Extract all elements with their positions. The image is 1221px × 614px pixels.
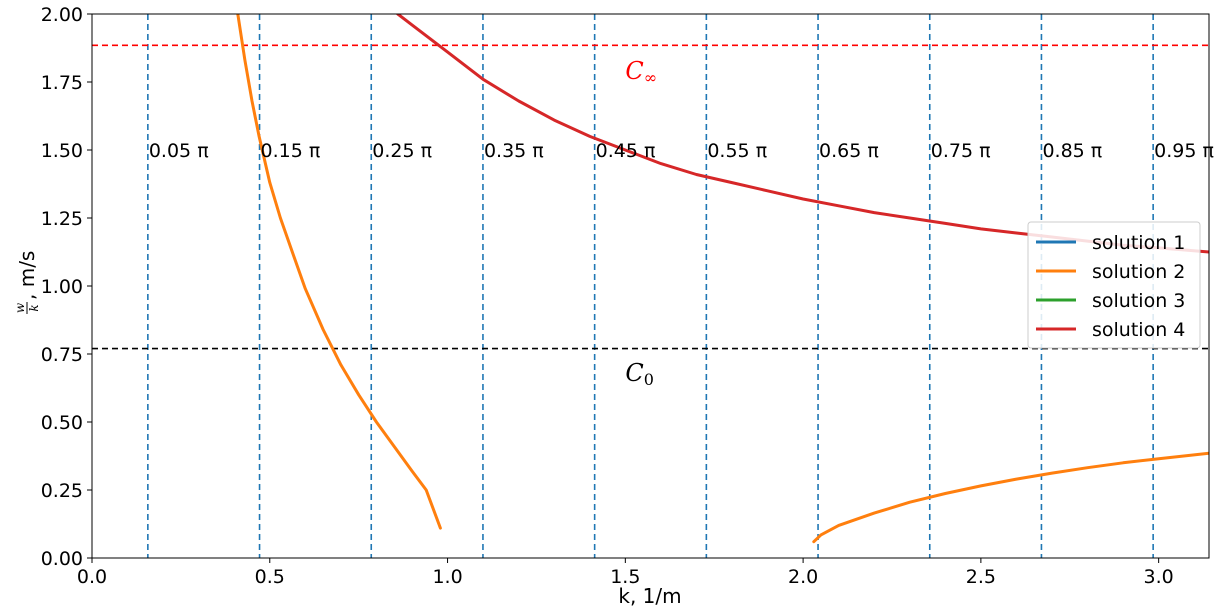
vertical-line-label: 0.45 π: [596, 140, 656, 162]
x-axis-ticks: 0.0 0.5 1.0 1.5 2.0 2.5 3.0: [77, 558, 1174, 588]
series-line: [396, 14, 1209, 254]
vertical-line-label: 0.55 π: [707, 140, 767, 162]
vertical-line-labels: 0.05 π 0.15 π 0.25 π 0.35 π 0.45 π 0.55 π 0.65…: [149, 140, 1214, 162]
y-tick-label: 0.00: [41, 548, 83, 570]
legend-label: solution 2: [1092, 261, 1185, 283]
y-axis-label-denominator: k: [27, 304, 41, 311]
series-line: [236, 14, 442, 530]
x-tick-label: 1.0: [432, 566, 462, 588]
x-tick-label: 0.5: [255, 566, 285, 588]
x-tick-label: 3.0: [1144, 566, 1174, 588]
y-tick-label: 0.50: [41, 412, 83, 434]
vertical-lines: [147, 14, 1154, 558]
y-tick-label: 2.00: [41, 4, 83, 26]
vertical-line-label: 0.95 π: [1154, 140, 1214, 162]
vertical-line-label: 0.65 π: [819, 140, 879, 162]
x-tick-label: 1.5: [610, 566, 640, 588]
vertical-line-label: 0.25 π: [372, 140, 432, 162]
vertical-line-label: 0.35 π: [484, 140, 544, 162]
x-tick-label: 2.5: [966, 566, 996, 588]
vertical-line-label: 0.15 π: [261, 140, 321, 162]
y-tick-label: 0.75: [41, 344, 83, 366]
annotation-label: C0: [625, 359, 654, 389]
x-tick-label: 0.0: [77, 566, 107, 588]
y-tick-label: 1.50: [41, 140, 83, 162]
y-tick-label: 1.00: [41, 276, 83, 298]
y-axis-label-units: , m/s: [15, 251, 39, 300]
legend-label: solution 4: [1092, 319, 1185, 341]
y-tick-label: 0.25: [41, 480, 83, 502]
annotations: C∞C0: [625, 57, 657, 389]
legend-label: solution 1: [1092, 232, 1185, 254]
horizontal-lines: [92, 44, 1209, 350]
vertical-line-label: 0.75 π: [931, 140, 991, 162]
annotation-subscript: ∞: [644, 68, 657, 87]
legend: solution 1 solution 2 solution 3 solution 4: [1027, 221, 1201, 349]
y-tick-label: 1.25: [41, 208, 83, 230]
vertical-line-label: 0.05 π: [149, 140, 209, 162]
y-axis-label: w k , m/s: [13, 251, 41, 314]
annotation-label: C∞: [625, 57, 657, 87]
annotation-main: C: [625, 57, 643, 85]
vertical-line-label: 0.85 π: [1042, 140, 1102, 162]
y-axis-ticks: 0.00 0.25 0.50 0.75 1.00 1.25 1.50 1.75 2.00: [41, 4, 92, 570]
x-axis-label: k, 1/m: [618, 584, 681, 608]
x-tick-label: 2.0: [788, 566, 818, 588]
y-axis-label-numerator: w: [13, 302, 27, 313]
legend-box: [1027, 221, 1201, 349]
series-line: [812, 451, 1209, 544]
y-tick-label: 1.75: [41, 72, 83, 94]
annotation-subscript: 0: [644, 370, 654, 389]
legend-label: solution 3: [1092, 290, 1185, 312]
annotation-main: C: [625, 359, 643, 387]
